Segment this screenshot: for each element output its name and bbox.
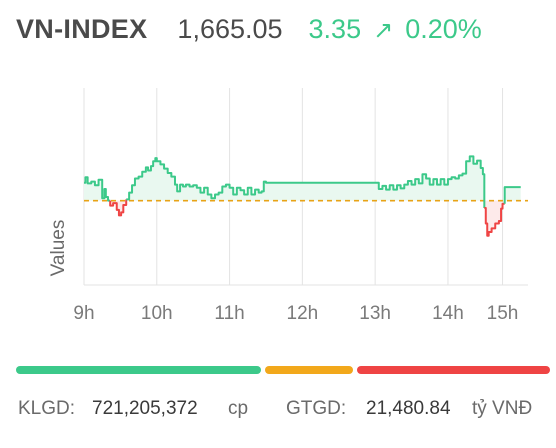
x-tick-label-5: 14h <box>432 303 464 324</box>
index-change-percent: 0.20% <box>405 14 482 44</box>
intraday-chart: 9h 10h 11h 12h 13h 14h 15h Values <box>48 88 528 324</box>
breadth-flat-segment <box>264 366 353 374</box>
price-line-segment-2 <box>126 155 486 209</box>
trading-stats: KLGD: 721,205,372 cp GTGD: 21,480.84 tỷ … <box>18 398 548 422</box>
index-name: VN-INDEX <box>16 14 148 44</box>
klgd-value: 721,205,372 <box>92 398 198 419</box>
price-line-segment-0 <box>84 176 111 202</box>
x-tick-label-0: 9h <box>73 303 94 324</box>
index-change: 3.35 <box>308 14 362 44</box>
x-axis-ticks: 9h 10h 11h 12h 13h 14h 15h <box>73 303 518 324</box>
market-breadth-bar <box>16 366 550 374</box>
breadth-down-segment <box>356 366 550 374</box>
area-segment-4 <box>504 187 521 204</box>
price-line-segment-3 <box>484 202 505 237</box>
chart-lines <box>84 155 521 237</box>
x-tick-label-6: 15h <box>487 303 519 324</box>
breadth-up-segment <box>16 366 261 374</box>
x-tick-label-4: 13h <box>359 303 391 324</box>
price-line-segment-1 <box>109 199 128 217</box>
area-segment-3 <box>484 200 505 236</box>
gtgd-value: 21,480.84 <box>366 398 451 419</box>
klgd-label: KLGD: <box>18 398 76 419</box>
x-tick-label-3: 12h <box>287 303 319 324</box>
area-segment-0 <box>84 177 111 201</box>
price-line-segment-4 <box>503 186 521 204</box>
y-axis-label: Values <box>48 220 69 277</box>
arrow-up-right-icon: ↗ <box>373 17 394 44</box>
gtgd-label: GTGD: <box>286 398 347 419</box>
x-tick-label-2: 11h <box>214 303 244 324</box>
x-tick-label-1: 10h <box>141 303 173 324</box>
index-header: VN-INDEX 1,665.05 3.35 ↗ 0.20% <box>16 14 540 54</box>
gtgd-unit: tỷ VNĐ <box>472 398 533 419</box>
klgd-unit: cp <box>228 398 249 419</box>
index-value: 1,665.05 <box>177 14 283 44</box>
